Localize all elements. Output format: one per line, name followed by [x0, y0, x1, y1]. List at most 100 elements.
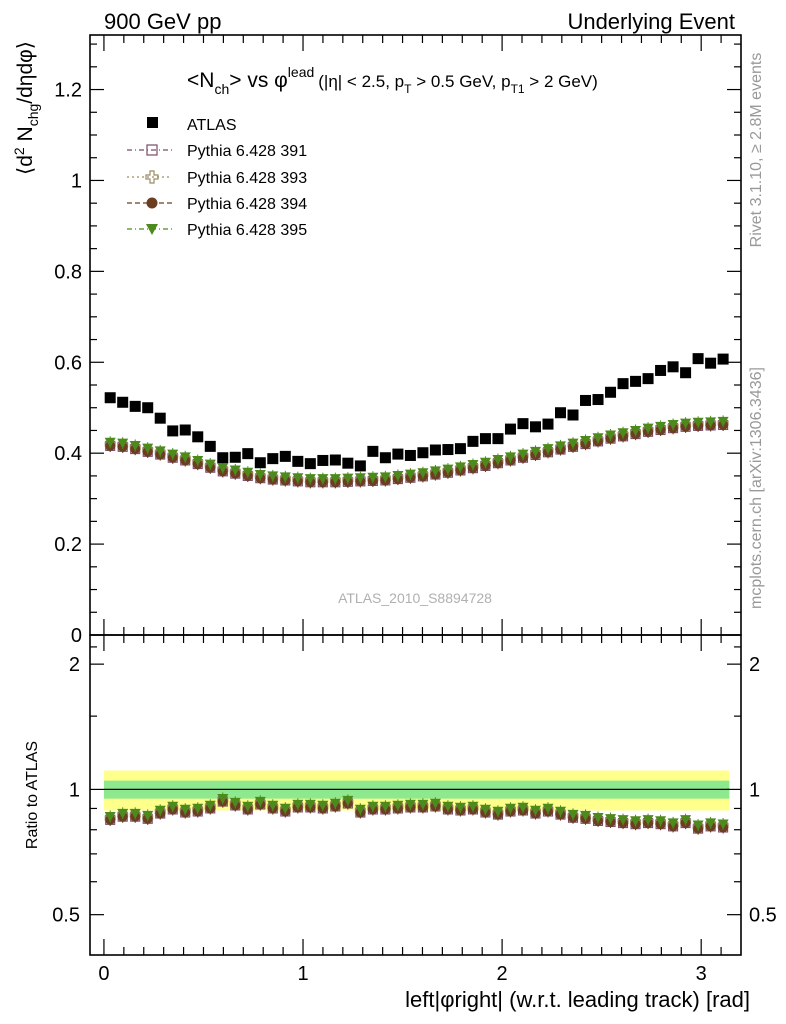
atlas-data-point — [454, 443, 466, 455]
x-tick-label: 0 — [98, 963, 109, 985]
ratio-point-395 — [292, 799, 304, 810]
ratio-point-395 — [429, 798, 441, 809]
ratio-point-395 — [642, 815, 654, 826]
atlas-data-point — [655, 364, 667, 376]
mc-point-395 — [630, 425, 642, 436]
ratio-point-395 — [254, 796, 266, 807]
ratio-point-395 — [605, 814, 617, 825]
atlas-data-point — [492, 433, 504, 445]
mc-point-395 — [267, 471, 279, 482]
atlas-data-point — [342, 457, 354, 469]
ratio-point-395 — [655, 816, 667, 827]
ratio-point-395 — [242, 801, 254, 812]
ratio-point-395 — [680, 815, 692, 826]
atlas-data-point — [292, 455, 304, 467]
atlas-data-point — [267, 453, 279, 465]
atlas-data-point — [417, 447, 429, 459]
ratio-point-395 — [317, 800, 329, 811]
ratio-point-395 — [467, 801, 479, 812]
mc-point-395 — [342, 473, 354, 484]
legend-label-391: Pythia 6.428 391 — [187, 143, 307, 160]
atlas-data-point — [104, 392, 116, 404]
legend-label-395: Pythia 6.428 395 — [187, 222, 307, 239]
mc-point-395 — [555, 441, 567, 452]
atlas-data-point — [567, 409, 579, 421]
atlas-data-point — [142, 402, 154, 414]
legend-item-395: Pythia 6.428 395 — [127, 222, 307, 239]
ratio-point-395 — [705, 818, 717, 829]
legend-item-394: Pythia 6.428 394 — [127, 196, 307, 213]
atlas-data-point — [354, 460, 366, 472]
ratio-point-395 — [379, 801, 391, 812]
mc-point-395 — [242, 467, 254, 478]
mc-point-395 — [529, 446, 541, 457]
ratio-point-395 — [392, 800, 404, 811]
ratio-point-395 — [542, 803, 554, 814]
ratio-point-395 — [129, 808, 141, 819]
main-plot-layer: 0 0.2 0.4 0.6 0.8 1 1.2 — [54, 35, 741, 647]
mc-point-395 — [142, 443, 154, 454]
mc-point-395 — [304, 474, 316, 485]
atlas-data-point — [479, 433, 491, 445]
mc-point-395 — [517, 449, 529, 460]
atlas-data-point — [667, 361, 679, 373]
header-right: Underlying Event — [567, 9, 735, 34]
legend-item-391: Pythia 6.428 391 — [127, 143, 307, 160]
ratio-point-395 — [592, 813, 604, 824]
atlas-data-point — [642, 373, 654, 385]
mc-point-395 — [154, 446, 166, 457]
legend-marker-394 — [146, 197, 158, 209]
atlas-data-point — [680, 367, 692, 379]
ratio-point-395 — [504, 803, 516, 814]
x-tick-label: 2 — [497, 963, 508, 985]
atlas-data-point — [117, 396, 129, 408]
mc-point-395 — [492, 455, 504, 466]
y-tick-label: 1 — [71, 170, 82, 192]
ratio-y-tick-label-right: 2 — [749, 654, 760, 676]
atlas-data-point — [192, 431, 204, 443]
mc-point-395 — [442, 464, 454, 475]
ratio-point-395 — [555, 806, 567, 817]
ratio-y-tick-label-right: 0.5 — [749, 905, 777, 927]
mc-point-395 — [504, 452, 516, 463]
mc-point-395 — [417, 468, 429, 479]
ratio-y-tick-label: 2 — [69, 654, 80, 676]
mc-point-395 — [279, 472, 291, 483]
y-tick-label: 0 — [71, 625, 82, 647]
mc-point-395 — [329, 474, 341, 485]
ratio-point-395 — [267, 800, 279, 811]
atlas-data-point — [404, 449, 416, 461]
mc-point-395 — [479, 457, 491, 468]
ratio-point-395 — [179, 804, 191, 815]
ratio-point-395 — [229, 797, 241, 808]
atlas-data-point — [329, 454, 341, 466]
ratio-point-395 — [454, 802, 466, 813]
x-tick-label: 1 — [297, 963, 308, 985]
atlas-data-point — [279, 450, 291, 462]
atlas-data-point — [555, 407, 567, 419]
ratio-point-395 — [142, 810, 154, 821]
mc-point-395 — [292, 473, 304, 484]
atlas-data-point — [580, 394, 592, 406]
mc-point-395 — [667, 420, 679, 431]
y-tick-label: 0.6 — [54, 352, 82, 374]
atlas-data-point — [392, 448, 404, 460]
atlas-data-point — [204, 440, 216, 452]
mc-point-395 — [705, 417, 717, 428]
legend-item-393: Pythia 6.428 393 — [127, 170, 307, 187]
atlas-data-point — [242, 448, 254, 460]
atlas-data-point — [179, 424, 191, 436]
ratio-point-395 — [204, 800, 216, 811]
ratio-point-395 — [529, 805, 541, 816]
ratio-point-395 — [304, 799, 316, 810]
legend-marker-393 — [145, 170, 159, 184]
y-tick-label: 0.2 — [54, 534, 82, 556]
atlas-data-point — [217, 452, 229, 464]
mc-point-395 — [217, 463, 229, 474]
rivet-label: Rivet 3.1.10, ≥ 2.8M events — [748, 53, 765, 248]
mc-point-395 — [617, 428, 629, 439]
atlas-data-point — [705, 357, 717, 369]
mc-point-395 — [167, 449, 179, 460]
ratio-point-395 — [567, 809, 579, 820]
